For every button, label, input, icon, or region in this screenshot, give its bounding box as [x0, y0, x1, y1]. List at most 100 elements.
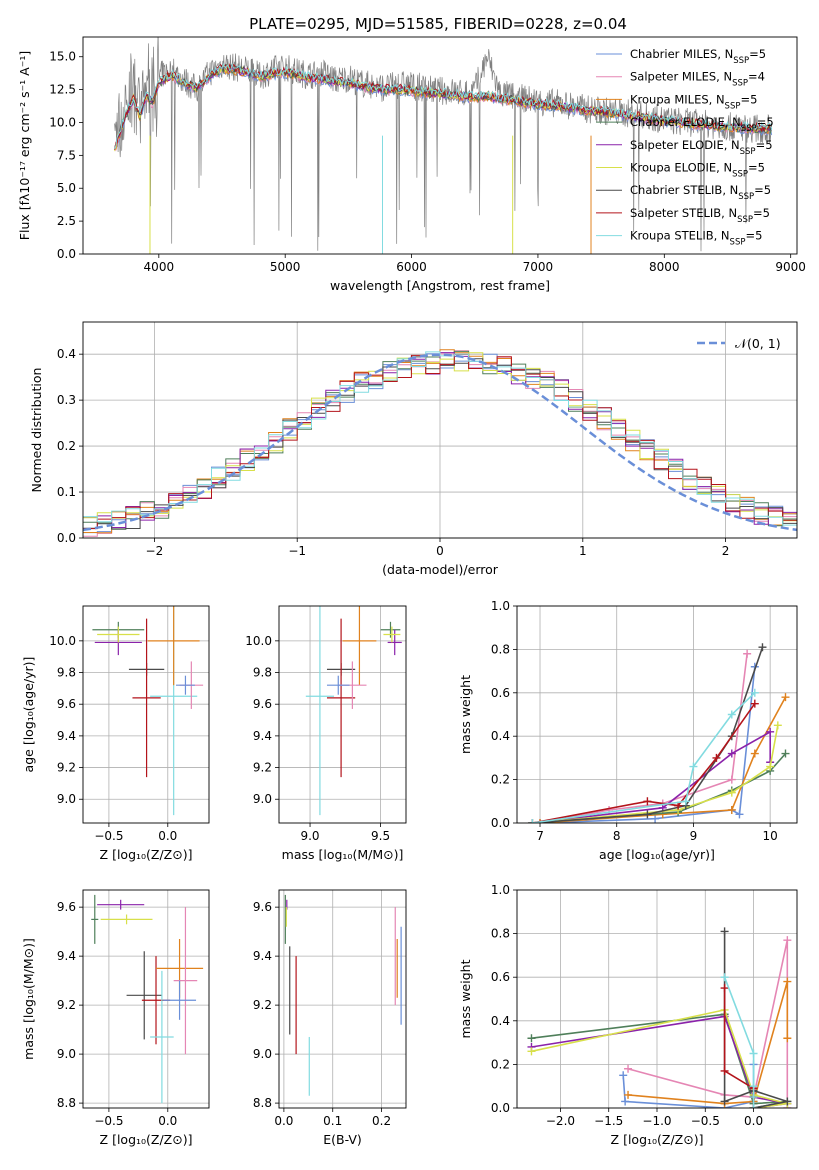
data-point — [100, 914, 153, 925]
figure-title: PLATE=0295, MJD=51585, FIBERID=0228, z=0… — [249, 15, 627, 33]
data-point — [342, 606, 377, 686]
x-tick-label: 9000 — [775, 260, 806, 274]
data-point — [305, 606, 335, 816]
y-tick-label: 1.0 — [491, 883, 510, 897]
plus-marker — [624, 1090, 633, 1099]
y-tick-label: 9.8 — [57, 666, 76, 680]
y-tick-label: 7.5 — [57, 148, 76, 162]
x-axis-label: Z [log₁₀(Z/Z⊙)] — [611, 1132, 704, 1147]
y-tick-label: 0.3 — [57, 393, 76, 407]
y-tick-label: 0.6 — [491, 970, 510, 984]
legend-label: Chabrier MILES, NSSP=5 — [630, 47, 766, 66]
plot-weight_vs_age: 7 8 9 10 0.0 0.2 0.4 0.6 0.8 1.0 age [log₁₀(age/yr… — [458, 599, 798, 862]
y-axis-label: mass weight — [458, 675, 473, 754]
legend: 𝒩(0, 1) — [697, 336, 781, 351]
axes-frame — [278, 889, 407, 1109]
plus-marker — [720, 973, 729, 982]
y-tick-label: 9.6 — [57, 697, 76, 711]
data-point — [132, 618, 161, 778]
y-axis-label: Flux [fλ10⁻¹⁷ erg cm⁻² s⁻¹ A⁻¹] — [17, 51, 32, 240]
plus-marker — [720, 1097, 729, 1106]
plus-marker — [527, 1034, 536, 1043]
legend-label: Chabrier STELIB, NSSP=5 — [630, 183, 771, 202]
y-tick-label: 5.0 — [57, 181, 76, 195]
x-tick-label: 9 — [690, 829, 698, 843]
y-tick-label: 10.0 — [245, 634, 272, 648]
x-tick-label: −2 — [146, 544, 164, 558]
legend-label: Kroupa ELODIE, NSSP=5 — [630, 161, 765, 180]
plus-marker — [749, 1082, 758, 1091]
legend-label: 𝒩(0, 1) — [735, 336, 781, 351]
y-tick-label: 9.4 — [57, 949, 76, 963]
y-tick-label: 0.4 — [491, 1014, 510, 1028]
plus-marker — [643, 797, 652, 806]
mass-weight-series — [723, 931, 788, 1108]
plus-marker — [619, 1071, 628, 1080]
plus-marker — [749, 1049, 758, 1058]
plus-marker — [712, 753, 721, 762]
data-point — [383, 626, 401, 643]
x-tick-label: 5000 — [270, 260, 301, 274]
plus-marker — [749, 1093, 758, 1102]
mass-weight-series — [531, 1015, 788, 1108]
x-tick-label: 0.1 — [323, 1114, 342, 1128]
plus-marker — [727, 788, 736, 797]
plus-marker — [766, 727, 775, 736]
plus-marker — [720, 1066, 729, 1075]
plot-mass_vs_ebv: 0.0 0.1 0.2 8.8 9.0 9.2 9.4 9.6 E(B-V) — [253, 889, 407, 1147]
plot-area — [284, 894, 402, 1096]
data-point — [163, 980, 197, 1020]
y-tick-label: 8.8 — [253, 1096, 272, 1110]
x-tick-label: 8000 — [649, 260, 680, 274]
y-tick-label: 9.2 — [57, 998, 76, 1012]
model-spectrum-line — [114, 62, 773, 150]
x-tick-label: 0.0 — [158, 1114, 177, 1128]
x-tick-label: 8 — [613, 829, 621, 843]
y-axis-label: Normed distribution — [29, 368, 44, 493]
mass-weight-series — [531, 1013, 788, 1108]
x-axis-label: mass [log₁₀(M/M⊙)] — [282, 847, 404, 862]
data-point — [97, 899, 145, 910]
plot-area — [305, 606, 402, 816]
plus-marker — [720, 984, 729, 993]
x-tick-label: 0.0 — [744, 1114, 763, 1128]
plus-marker — [766, 762, 775, 771]
x-tick-label: −1.0 — [642, 1114, 671, 1128]
x-tick-label: −1.5 — [594, 1114, 623, 1128]
x-tick-label: 0.0 — [274, 1114, 293, 1128]
x-tick-label: 0.2 — [372, 1114, 391, 1128]
plot-area — [528, 643, 790, 823]
plus-marker — [727, 775, 736, 784]
x-tick-label: 0.0 — [158, 829, 177, 843]
x-tick-label: 2 — [722, 544, 730, 558]
plus-marker — [781, 749, 790, 758]
plot-area — [527, 927, 792, 1108]
plot-age_vs_mass: 9.0 9.5 9.0 9.2 9.4 9.6 9.8 10.0 mass [log₁₀(M/M… — [245, 605, 407, 862]
plot-residuals: −2 −1 0 1 2 0.0 0.1 0.2 0.3 0.4 (data-model)/error… — [29, 321, 798, 577]
x-axis-label: Z [log₁₀(Z/Z⊙)] — [100, 847, 193, 862]
y-tick-label: 9.2 — [253, 761, 272, 775]
plot-weight_vs_Z: −2.0 −1.5 −1.0 −0.5 0.0 0.0 0.2 0.4 0.6 0.8 1.0 Z [… — [458, 883, 798, 1147]
y-tick-label: 0.4 — [491, 729, 510, 743]
x-tick-label: −2.0 — [546, 1114, 575, 1128]
normal-curve — [83, 353, 797, 532]
plus-marker — [624, 1064, 633, 1073]
y-tick-label: 12.5 — [49, 83, 76, 97]
y-axis-label: age [log₁₀(age/yr)] — [21, 657, 36, 773]
y-tick-label: 0.8 — [491, 927, 510, 941]
data-point — [173, 907, 198, 1055]
plus-marker — [749, 1104, 758, 1108]
y-tick-label: 0.6 — [491, 686, 510, 700]
plus-marker — [750, 699, 759, 708]
mass-weight-series — [532, 692, 756, 823]
plot-mass_vs_Z: −0.5 0.0 8.8 9.0 9.2 9.4 9.6 Z [log₁₀(Z/Z⊙)] mas… — [21, 889, 210, 1147]
plus-marker — [727, 710, 736, 719]
x-tick-label: 4000 — [144, 260, 175, 274]
x-tick-label: 10 — [763, 829, 778, 843]
plus-marker — [689, 762, 698, 771]
y-tick-label: 0.0 — [57, 247, 76, 261]
x-tick-label: 9.5 — [371, 829, 390, 843]
data-point — [380, 621, 401, 638]
data-point — [387, 629, 402, 656]
axes-frame — [278, 605, 407, 824]
